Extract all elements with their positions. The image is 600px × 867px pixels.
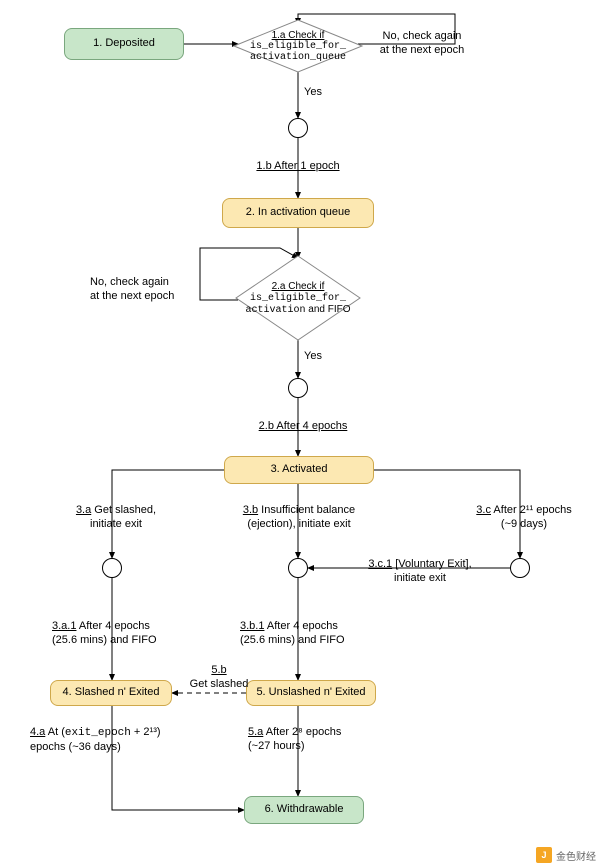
conn-3a: [102, 558, 122, 578]
node-deposited: 1. Deposited: [64, 28, 184, 60]
node-label: 6. Withdrawable: [265, 803, 344, 816]
label-5a: 5.a After 2⁸ epochs (~27 hours): [248, 726, 378, 754]
label-2a-yes: Yes: [304, 350, 322, 364]
node-label: 2. In activation queue: [246, 206, 351, 219]
node-label: 1. Deposited: [93, 37, 155, 50]
node-activated: 3. Activated: [224, 456, 374, 484]
label-2b: 2.b After 4 epochs: [248, 420, 358, 434]
label-1a-yes: Yes: [304, 86, 322, 100]
decision-cond: activation and FIFO: [245, 304, 350, 316]
label-3b: 3.b Insufficient balance (ejection), ini…: [228, 504, 370, 532]
node-label: 4. Slashed n' Exited: [63, 686, 160, 699]
node-label: 3. Activated: [271, 463, 328, 476]
node-unslashed-exited: 5. Unslashed n' Exited: [246, 680, 376, 706]
conn-3c: [510, 558, 530, 578]
decision-cond1: is_eligible_for_: [250, 41, 346, 52]
label-1b: 1.b After 1 epoch: [248, 160, 348, 174]
decision-2a: 2.a Check if is_eligible_for_ activation…: [238, 258, 358, 338]
decision-cond2: activation_queue: [250, 52, 346, 63]
conn-1b: [288, 118, 308, 138]
label-3a: 3.a Get slashed, initiate exit: [56, 504, 176, 532]
node-withdrawable: 6. Withdrawable: [244, 796, 364, 824]
watermark-icon: J: [536, 847, 552, 863]
label-4a: 4.a At (exit_epoch + 2¹³)epochs (~36 day…: [30, 726, 200, 755]
label-5b: 5.b Get slashed: [184, 664, 254, 692]
label-3b1: 3.b.1 After 4 epochs (25.6 mins) and FIF…: [240, 620, 370, 648]
decision-title: 2.a Check if: [272, 281, 325, 292]
label-3a1: 3.a.1 After 4 epochs (25.6 mins) and FIF…: [52, 620, 182, 648]
node-activation-queue: 2. In activation queue: [222, 198, 374, 228]
flowchart-canvas: 1. Deposited 1.a Check if is_eligible_fo…: [0, 0, 600, 867]
decision-title: 1.a Check if: [272, 30, 325, 41]
conn-2b: [288, 378, 308, 398]
decision-1a: 1.a Check if is_eligible_for_ activation…: [238, 24, 358, 68]
label-2a-no: No, check again at the next epoch: [90, 276, 200, 304]
node-slashed-exited: 4. Slashed n' Exited: [50, 680, 172, 706]
decision-cond: is_eligible_for_: [250, 292, 346, 304]
label-3c1: 3.c.1 [Voluntary Exit], initiate exit: [350, 558, 490, 586]
node-label: 5. Unslashed n' Exited: [256, 686, 365, 699]
watermark: J 金色财经: [536, 847, 596, 863]
label-3c: 3.c After 2¹¹ epochs (~9 days): [464, 504, 584, 532]
watermark-text: 金色财经: [556, 848, 596, 863]
conn-3b: [288, 558, 308, 578]
label-1a-no: No, check again at the next epoch: [372, 30, 472, 58]
